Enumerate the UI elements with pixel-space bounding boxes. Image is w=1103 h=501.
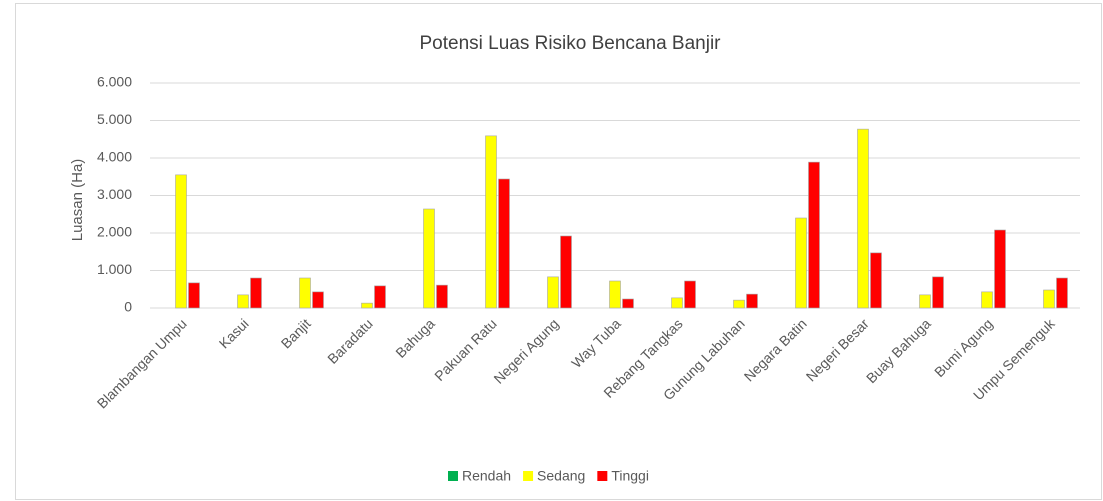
bar — [808, 161, 820, 309]
bar — [746, 293, 758, 309]
legend-label: Sedang — [537, 468, 585, 484]
legend-swatch — [523, 471, 534, 481]
chart-title: Potensi Luas Risiko Bencana Banjir — [419, 33, 721, 54]
bar — [684, 280, 696, 309]
y-tick-label: 0 — [124, 299, 132, 315]
bar — [560, 235, 572, 309]
bar — [994, 229, 1006, 309]
bar — [981, 291, 993, 309]
bar — [361, 302, 373, 309]
y-tick-label: 6.000 — [97, 74, 132, 90]
y-axis-label: Luasan (Ha) — [69, 159, 86, 242]
bar — [299, 277, 311, 309]
legend-swatch — [448, 471, 458, 481]
bar — [436, 284, 448, 309]
bar — [485, 135, 497, 309]
legend-label: Tinggi — [611, 468, 649, 484]
bar — [188, 282, 200, 309]
bar — [733, 299, 745, 309]
bar — [374, 285, 386, 309]
bar — [1043, 289, 1055, 309]
bar — [1056, 277, 1068, 309]
y-tick-label: 1.000 — [97, 261, 132, 277]
legend-label: Rendah — [462, 468, 511, 484]
bar — [919, 294, 931, 309]
bar — [870, 252, 882, 309]
bar — [312, 291, 324, 309]
y-tick-label: 4.000 — [97, 149, 132, 165]
bar — [175, 174, 187, 309]
chart-frame — [15, 3, 1102, 500]
bar — [622, 298, 634, 309]
bar — [547, 276, 559, 309]
bar — [250, 277, 262, 309]
bar — [423, 208, 435, 309]
y-tick-label: 3.000 — [97, 186, 132, 202]
bar — [609, 280, 621, 309]
legend-swatch — [597, 471, 608, 481]
y-tick-label: 5.000 — [97, 111, 132, 127]
y-tick-label: 2.000 — [97, 224, 132, 240]
bar — [498, 178, 510, 309]
bar — [857, 128, 869, 309]
bar — [795, 217, 807, 309]
bar — [237, 294, 249, 309]
bar — [671, 297, 683, 309]
bar — [932, 276, 944, 309]
